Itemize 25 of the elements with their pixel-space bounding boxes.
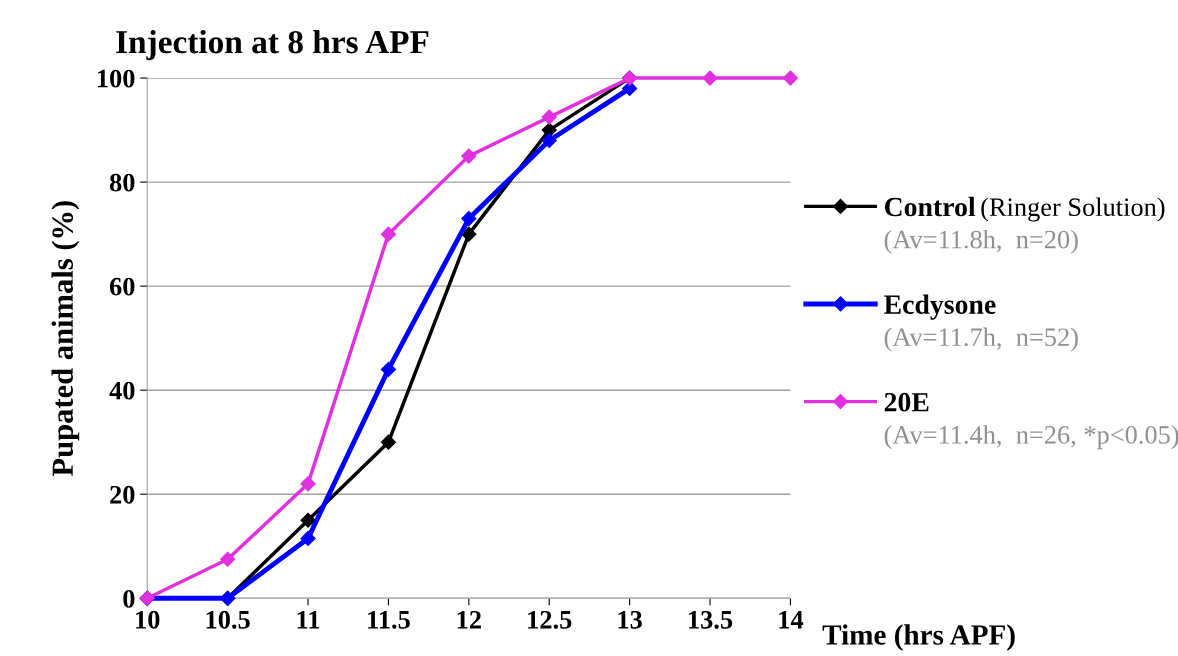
- x-tick-label: 12.5: [528, 610, 572, 629]
- x-axis-title: Time (hrs APF): [822, 624, 1015, 651]
- y-axis-title: Pupated animals (%): [51, 201, 80, 476]
- chart-title: Injection at 8 hrs APF: [116, 29, 429, 61]
- x-tick-label: 11.5: [368, 610, 410, 629]
- y-tick-label: 60: [109, 277, 135, 296]
- x-tick-label: 12: [457, 610, 481, 629]
- x-tick-label: 14: [779, 610, 804, 629]
- y-tick-label: 40: [109, 381, 135, 400]
- x-tick-label: 13.5: [689, 610, 733, 629]
- x-tick-label: 11: [297, 610, 320, 629]
- y-tick-label: 20: [110, 485, 135, 504]
- text: (Av=11.4h, n=26, *p<0.05): [884, 425, 1178, 450]
- text: (Av=11.8h, n=20): [884, 229, 1078, 254]
- legend-label: Control: [884, 196, 976, 217]
- x-tick-label: 10: [136, 610, 160, 629]
- legend-label: 20E: [884, 392, 929, 412]
- text: (Ringer Solution): [981, 197, 1165, 222]
- x-tick-label: 13: [618, 610, 642, 629]
- text: (Av=11.7h, n=52): [884, 327, 1078, 352]
- legend-label: Ecdysone: [884, 294, 996, 320]
- y-tick-label: 0: [123, 589, 135, 608]
- x-tick-label: 10.5: [206, 610, 250, 629]
- y-tick-label: 100: [97, 69, 135, 88]
- y-tick-label: 80: [109, 173, 135, 192]
